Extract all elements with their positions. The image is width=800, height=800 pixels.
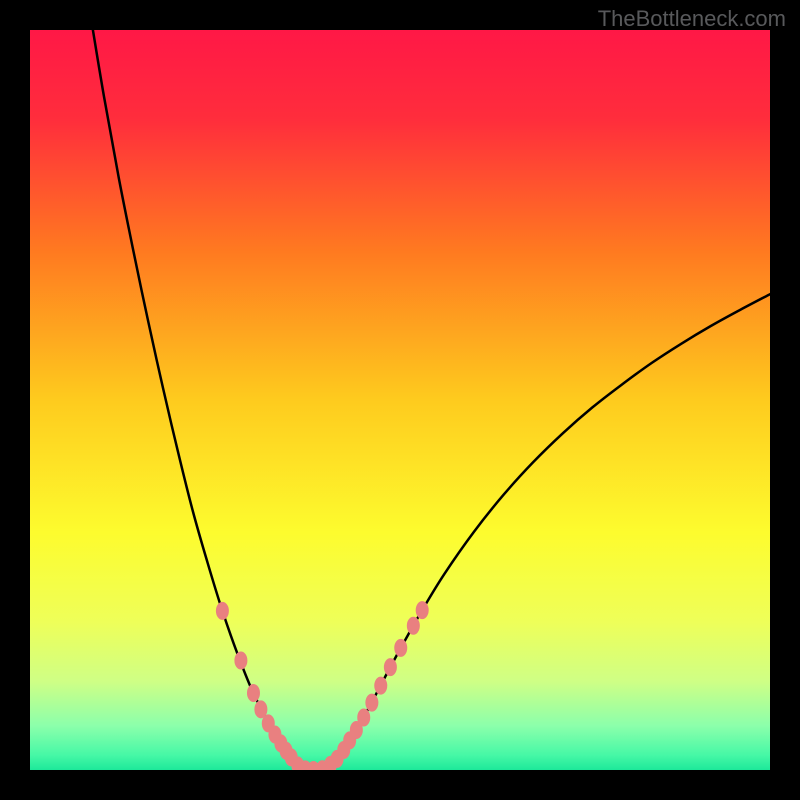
marker-point [416,601,429,619]
marker-point [234,651,247,669]
marker-point [407,617,420,635]
marker-point [374,677,387,695]
marker-point [247,684,260,702]
marker-point [384,658,397,676]
plot-svg [30,30,770,770]
watermark-text: TheBottleneck.com [598,6,786,32]
marker-point [394,639,407,657]
marker-point [365,694,378,712]
marker-point [216,602,229,620]
marker-point [357,708,370,726]
gradient-background [30,30,770,770]
plot-area [30,30,770,770]
chart-container: TheBottleneck.com [0,0,800,800]
